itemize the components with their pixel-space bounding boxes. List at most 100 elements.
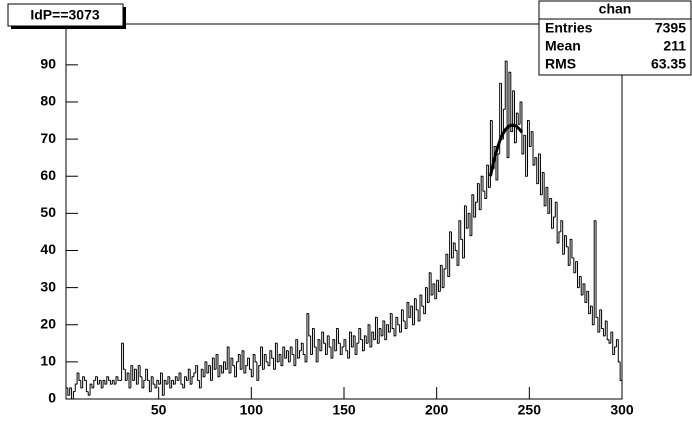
histogram-bin bbox=[465, 205, 469, 229]
histogram-bin bbox=[528, 120, 532, 148]
histogram-bin bbox=[302, 343, 306, 355]
histogram-bin bbox=[615, 339, 619, 348]
histogram-bin bbox=[619, 361, 623, 399]
histogram-bin bbox=[115, 376, 118, 385]
y-tick-label: 10 bbox=[40, 353, 56, 369]
histogram-bin bbox=[589, 305, 593, 314]
histogram-bin bbox=[311, 327, 315, 355]
histogram-bin bbox=[473, 194, 476, 218]
histogram-bin bbox=[232, 358, 235, 367]
histogram-bin bbox=[539, 153, 543, 196]
histogram-bin bbox=[135, 369, 139, 385]
histogram-bin bbox=[324, 343, 328, 355]
histogram-bin bbox=[399, 324, 402, 333]
histogram-bin bbox=[376, 317, 380, 344]
histogram-bin bbox=[250, 369, 254, 378]
histogram-bin bbox=[352, 335, 356, 348]
histogram-bin bbox=[237, 353, 241, 362]
histogram-bin bbox=[489, 120, 493, 188]
histogram-bin bbox=[160, 372, 163, 385]
histogram-bin bbox=[362, 339, 365, 352]
histogram-bin bbox=[156, 379, 159, 388]
histogram-bin bbox=[564, 235, 567, 255]
histogram-bin bbox=[228, 347, 231, 374]
histogram-bin bbox=[419, 294, 422, 322]
histogram-bin bbox=[404, 321, 408, 329]
histogram-bin bbox=[169, 376, 172, 389]
histogram-bin bbox=[499, 82, 502, 154]
histogram-bin bbox=[458, 220, 461, 266]
histogram-bin bbox=[612, 332, 615, 355]
histogram-bin bbox=[109, 380, 113, 385]
histogram-bin bbox=[332, 339, 335, 359]
histogram-bin bbox=[330, 347, 333, 359]
histogram-bin bbox=[478, 183, 482, 211]
stats-value: 63.35 bbox=[651, 56, 686, 72]
histogram-bin bbox=[152, 376, 155, 385]
histogram-bin bbox=[223, 361, 226, 374]
histogram-bin bbox=[122, 343, 126, 370]
histogram-bin bbox=[573, 257, 576, 274]
histogram-bin bbox=[365, 335, 369, 344]
histogram-bin bbox=[341, 346, 344, 355]
histogram-bin bbox=[85, 380, 89, 393]
histogram-bin bbox=[426, 287, 430, 303]
histogram-bin bbox=[421, 295, 424, 307]
histogram-bin bbox=[532, 131, 535, 166]
histogram-bin bbox=[597, 317, 600, 333]
histogram-bin bbox=[488, 165, 491, 188]
histogram-bin bbox=[224, 361, 228, 370]
histogram-bin bbox=[239, 354, 243, 370]
histogram-bin bbox=[226, 346, 230, 370]
histogram-bin bbox=[143, 379, 146, 388]
histogram-bin bbox=[406, 301, 409, 329]
histogram-bin bbox=[134, 368, 137, 381]
histogram-bin bbox=[549, 198, 552, 214]
histogram-bin bbox=[171, 379, 174, 388]
histogram-bin bbox=[512, 90, 515, 132]
histogram-bin bbox=[293, 354, 296, 367]
histogram-bin bbox=[217, 354, 220, 378]
histogram-bin bbox=[265, 354, 269, 363]
histogram-bin bbox=[484, 191, 487, 200]
histogram-bin bbox=[452, 242, 456, 258]
histogram-bin bbox=[475, 201, 478, 218]
histogram-bin bbox=[167, 376, 170, 385]
histogram-bin bbox=[315, 347, 319, 363]
histogram-bin bbox=[360, 328, 363, 341]
histogram-bin bbox=[460, 220, 463, 240]
histogram-bin bbox=[126, 372, 130, 381]
histogram-bin bbox=[108, 376, 111, 381]
stats-label: RMS bbox=[545, 56, 576, 72]
histogram-bin bbox=[441, 265, 445, 289]
histogram-bin bbox=[565, 235, 569, 248]
histogram-bin bbox=[98, 379, 102, 385]
histogram-bin bbox=[172, 380, 176, 385]
histogram-bin bbox=[384, 321, 387, 341]
histogram-bin bbox=[184, 376, 187, 388]
histogram-bin bbox=[295, 339, 298, 366]
histogram-bin bbox=[562, 220, 565, 255]
histogram-bin bbox=[185, 376, 189, 381]
histogram-bin bbox=[534, 157, 537, 166]
histogram-bin bbox=[538, 153, 541, 184]
histogram-bin bbox=[356, 342, 359, 355]
histogram-bin bbox=[150, 376, 154, 392]
histogram-bin bbox=[608, 339, 611, 344]
fit-curve bbox=[488, 123, 524, 177]
histogram-bin bbox=[111, 379, 115, 385]
histogram-bin bbox=[536, 157, 539, 185]
histogram-bin bbox=[602, 328, 606, 337]
histogram-bin bbox=[248, 358, 252, 370]
histogram-bin bbox=[200, 368, 204, 388]
histogram-bin bbox=[219, 365, 222, 377]
histogram-bin bbox=[497, 153, 500, 180]
histogram-bin bbox=[578, 275, 582, 288]
histogram-bin bbox=[104, 380, 107, 385]
histogram-bin bbox=[397, 317, 400, 326]
histogram-bin bbox=[575, 261, 578, 273]
histogram-bin bbox=[76, 372, 79, 385]
histogram-bin bbox=[617, 339, 621, 363]
histogram-bin bbox=[541, 172, 545, 195]
